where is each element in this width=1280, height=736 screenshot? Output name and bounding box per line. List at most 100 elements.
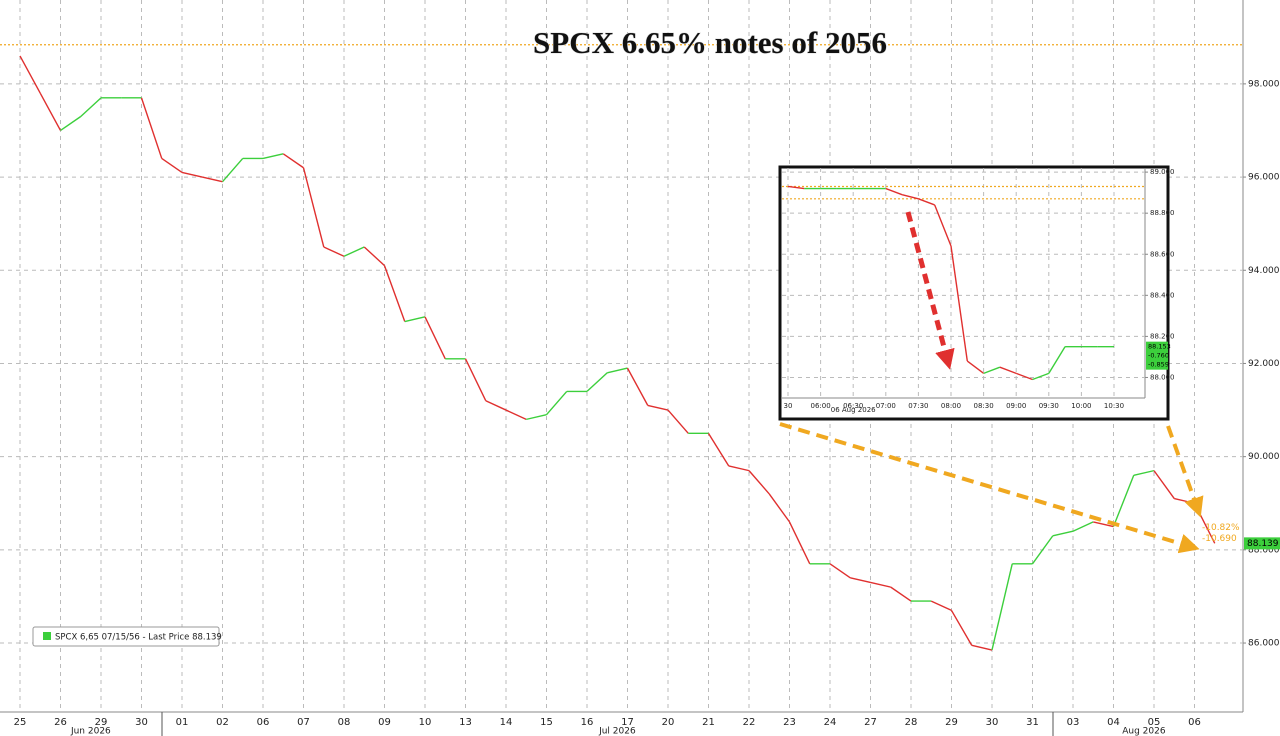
price-segment: [728, 465, 750, 472]
y-tick-label: 89.000: [1150, 168, 1175, 176]
last-price-label: 88.139: [1247, 539, 1279, 549]
price-segment: [1052, 530, 1074, 537]
price-segment: [667, 409, 689, 434]
price-segment: [1112, 475, 1135, 527]
price-segment: [202, 176, 223, 183]
price-segment: [363, 246, 385, 267]
drop-arrow: [905, 211, 955, 370]
x-tick-label: 29: [945, 717, 958, 728]
legend-swatch: [43, 632, 51, 640]
x-tick-label: 09:00: [1006, 402, 1026, 410]
x-tick-label: 10:00: [1071, 402, 1091, 410]
price-segment: [950, 245, 968, 362]
y-tick-label: 92.000: [1248, 359, 1280, 369]
chart-title: SPCX 6.65% notes of 2056: [533, 25, 887, 60]
y-tick-label: 98.000: [1248, 79, 1280, 89]
x-tick-label: 06: [1188, 717, 1201, 728]
x-tick-label: 08:00: [941, 402, 961, 410]
x-tick-label: 09: [378, 717, 391, 728]
price-segment: [262, 153, 284, 160]
price-segment: [930, 600, 952, 612]
price-segment: [870, 581, 891, 588]
month-label: Jun 2026: [70, 727, 111, 736]
month-label: Aug 2026: [1122, 727, 1166, 736]
x-tick-label: 26: [54, 717, 67, 728]
price-segment: [39, 92, 62, 131]
x-tick-label: 04: [1107, 717, 1120, 728]
x-tick-label: 29: [95, 717, 108, 728]
x-tick-label: 06:00: [811, 402, 831, 410]
x-tick-label: 30: [986, 717, 999, 728]
price-segment: [966, 360, 985, 374]
x-tick-label: 07:30: [908, 402, 928, 410]
x-tick-label: 10: [419, 717, 432, 728]
price-segment: [607, 367, 628, 374]
x-tick-label: 08: [338, 717, 351, 728]
price-segment: [787, 185, 805, 190]
price-segment: [885, 187, 903, 196]
x-tick-label: 28: [905, 717, 918, 728]
inset-chart: 88.000 88.200 88.400 88.600 88.800 89.000 30 06…: [778, 165, 1175, 421]
price-segment: [950, 610, 973, 646]
price-segment: [788, 521, 811, 565]
price-segment: [768, 493, 791, 523]
change-label: -0.859: [1148, 361, 1169, 369]
x-tick-label: 25: [14, 717, 27, 728]
x-tick-label: 30: [784, 402, 793, 410]
change-label: -10.690: [1202, 534, 1237, 544]
y-tick-label: 86.000: [1248, 639, 1280, 649]
price-segment: [60, 115, 82, 132]
x-tick-label: 20: [662, 717, 675, 728]
price-segment: [343, 246, 365, 257]
price-segment: [829, 563, 851, 579]
x-tick-label: 21: [702, 717, 715, 728]
legend-box: [32, 626, 220, 647]
x-tick-label: 13: [459, 717, 472, 728]
price-segment: [485, 400, 507, 411]
y-tick-label: 88.400: [1150, 291, 1175, 299]
zoom-arrow: [1166, 425, 1204, 518]
y-tick-label: 88.200: [1150, 332, 1175, 340]
price-segment: [748, 470, 770, 495]
price-segment: [934, 204, 952, 247]
x-tick-label: 17: [621, 717, 634, 728]
price-segment: [80, 97, 102, 118]
x-tick-label: 07: [297, 717, 310, 728]
x-tick-label: 24: [824, 717, 837, 728]
x-tick-label: 03: [1067, 717, 1080, 728]
x-tick-label: 16: [581, 717, 594, 728]
month-label: Jul 2026: [598, 727, 636, 736]
change-label: -0.760: [1148, 352, 1169, 360]
x-tick-label: 27: [864, 717, 877, 728]
price-segment: [1153, 470, 1175, 499]
price-segment: [707, 432, 730, 467]
price-segment: [1031, 535, 1054, 565]
price-segment: [140, 97, 163, 159]
legend-label: SPCX 6,65 07/15/56 - Last Price 88.139: [55, 633, 222, 643]
zoom-arrow: [779, 422, 1200, 554]
x-tick-label: 31: [1026, 717, 1039, 728]
last-price-label: 88.153: [1148, 343, 1171, 351]
price-segment: [983, 366, 1001, 375]
x-tick-label: 14: [500, 717, 513, 728]
price-segment: [971, 644, 993, 651]
price-segment: [850, 577, 871, 584]
price-segment: [464, 358, 487, 402]
price-segment: [302, 167, 325, 248]
change-label: -10.82%: [1202, 523, 1240, 533]
price-segment: [1048, 346, 1066, 374]
price-segment: [586, 372, 608, 392]
price-segment: [323, 246, 345, 257]
x-tick-label: 10:30: [1104, 402, 1124, 410]
price-segment: [526, 414, 547, 421]
y-tick-label: 88.800: [1150, 209, 1175, 217]
x-tick-label: 09:30: [1039, 402, 1059, 410]
price-segment: [383, 265, 406, 322]
x-tick-label: 01: [176, 717, 189, 728]
y-tick-label: 94.000: [1248, 266, 1280, 276]
x-tick-label: 08:30: [974, 402, 994, 410]
x-tick-label: 15: [540, 717, 553, 728]
x-tick-label: 05: [1148, 717, 1161, 728]
